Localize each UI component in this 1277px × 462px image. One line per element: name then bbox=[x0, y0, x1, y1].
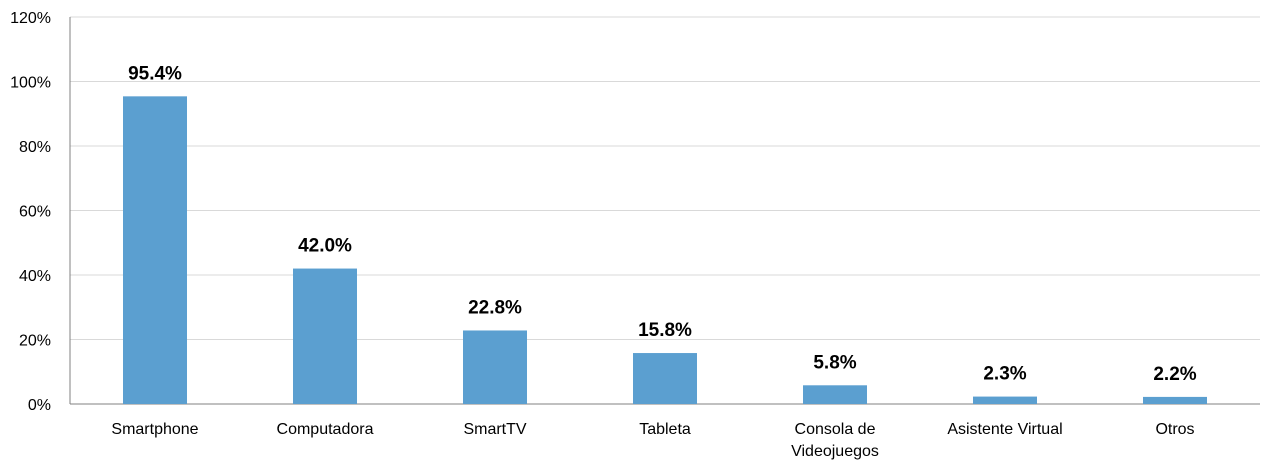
bars bbox=[123, 96, 1207, 405]
x-category-label: SmartTV bbox=[463, 421, 526, 438]
y-tick-label: 20% bbox=[19, 333, 51, 350]
bar bbox=[123, 96, 187, 405]
y-tick-label: 40% bbox=[19, 268, 51, 285]
bar bbox=[463, 330, 527, 404]
bar bbox=[293, 268, 357, 404]
gridlines bbox=[70, 16, 1260, 340]
bar bbox=[803, 385, 867, 404]
y-tick-label: 60% bbox=[19, 204, 51, 221]
data-label: 2.2% bbox=[1153, 364, 1196, 385]
data-label: 5.8% bbox=[813, 352, 856, 373]
x-category-label: Consola de Videojuegos bbox=[791, 421, 879, 460]
y-tick-label: 120% bbox=[10, 10, 51, 27]
y-tick-label: 80% bbox=[19, 139, 51, 156]
y-tick-label: 100% bbox=[10, 75, 51, 92]
data-label: 22.8% bbox=[468, 297, 522, 318]
labels: 0% 20% 40% 60% 80% 100% 120% 95.4% Smartphone 42.… bbox=[10, 10, 1197, 460]
bar bbox=[973, 396, 1037, 404]
data-label: 2.3% bbox=[983, 364, 1026, 385]
y-tick-label: 0% bbox=[28, 397, 51, 414]
x-category-label: Smartphone bbox=[111, 421, 198, 438]
x-category-label: Otros bbox=[1155, 421, 1194, 438]
x-category-label: Computadora bbox=[277, 421, 374, 438]
x-category-label: Tableta bbox=[639, 421, 691, 438]
bar bbox=[1143, 396, 1207, 404]
data-label: 42.0% bbox=[298, 236, 352, 257]
data-label: 95.4% bbox=[128, 63, 182, 84]
bar bbox=[633, 353, 697, 404]
data-label: 15.8% bbox=[638, 320, 692, 341]
x-category-label: Asistente Virtual bbox=[947, 421, 1062, 438]
